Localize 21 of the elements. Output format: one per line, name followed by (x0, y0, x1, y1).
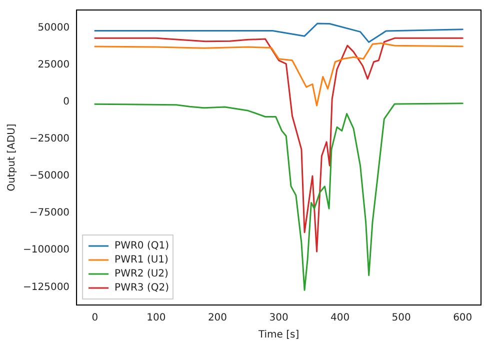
legend-label: PWR3 (Q2) (114, 282, 170, 294)
x-tick-label: 600 (453, 312, 472, 324)
x-axis-title: Time [s] (257, 330, 300, 341)
legend-label: PWR1 (U1) (114, 254, 169, 266)
y-tick-label: 0 (63, 96, 70, 108)
x-tick-label: 0 (92, 312, 98, 324)
legend-label: PWR2 (U2) (114, 268, 169, 280)
x-tick-label: 300 (269, 312, 288, 324)
legend-label: PWR0 (Q1) (114, 240, 170, 252)
x-tick-label: 400 (330, 312, 350, 324)
x-tick-label: 500 (392, 312, 411, 324)
y-tick-label: −75000 (29, 208, 70, 219)
y-axis-title: Output [ADU] (6, 124, 18, 192)
y-tick-label: −50000 (29, 170, 70, 182)
y-tick-label: −125000 (22, 282, 70, 293)
x-tick-label: 100 (146, 312, 166, 324)
y-tick-label: −25000 (29, 134, 70, 145)
x-tick-label: 200 (208, 312, 228, 324)
y-tick-label: 50000 (38, 22, 70, 34)
y-tick-label: −100000 (22, 244, 70, 256)
y-tick-label: 25000 (38, 59, 70, 70)
